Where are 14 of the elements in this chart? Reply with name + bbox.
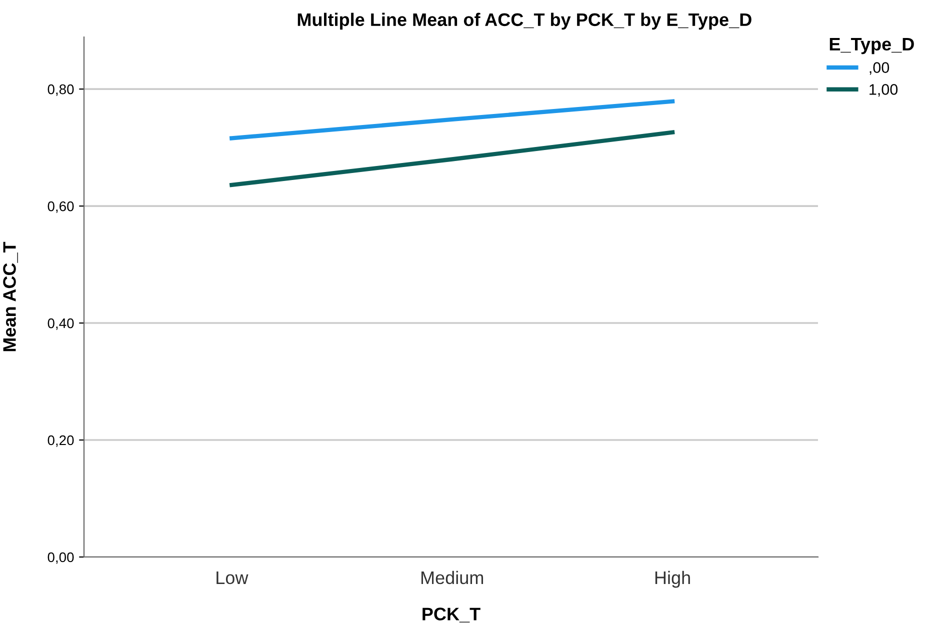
legend-label: 1,00 bbox=[870, 84, 898, 97]
y-axis-title: Mean ACC_T bbox=[3, 242, 18, 352]
y-tick-label: 0,60 bbox=[48, 201, 74, 213]
x-tick-label: Low bbox=[216, 572, 248, 584]
y-tick-label: 0,40 bbox=[48, 318, 74, 330]
x-tick-label: High bbox=[655, 570, 690, 588]
x-axis-title: PCK_T bbox=[422, 608, 480, 622]
legend-title: E_Type_D bbox=[830, 38, 914, 54]
legend-label: ,00 bbox=[870, 62, 890, 75]
y-tick-label: 0,20 bbox=[48, 435, 74, 447]
y-tick-label: 0,00 bbox=[48, 552, 74, 564]
x-tick-label: Medium bbox=[421, 570, 484, 584]
y-tick-label: 0,80 bbox=[48, 84, 74, 96]
chart-title: Multiple Line Mean of ACC_T by PCK_T by E_Type_D bbox=[298, 12, 752, 30]
